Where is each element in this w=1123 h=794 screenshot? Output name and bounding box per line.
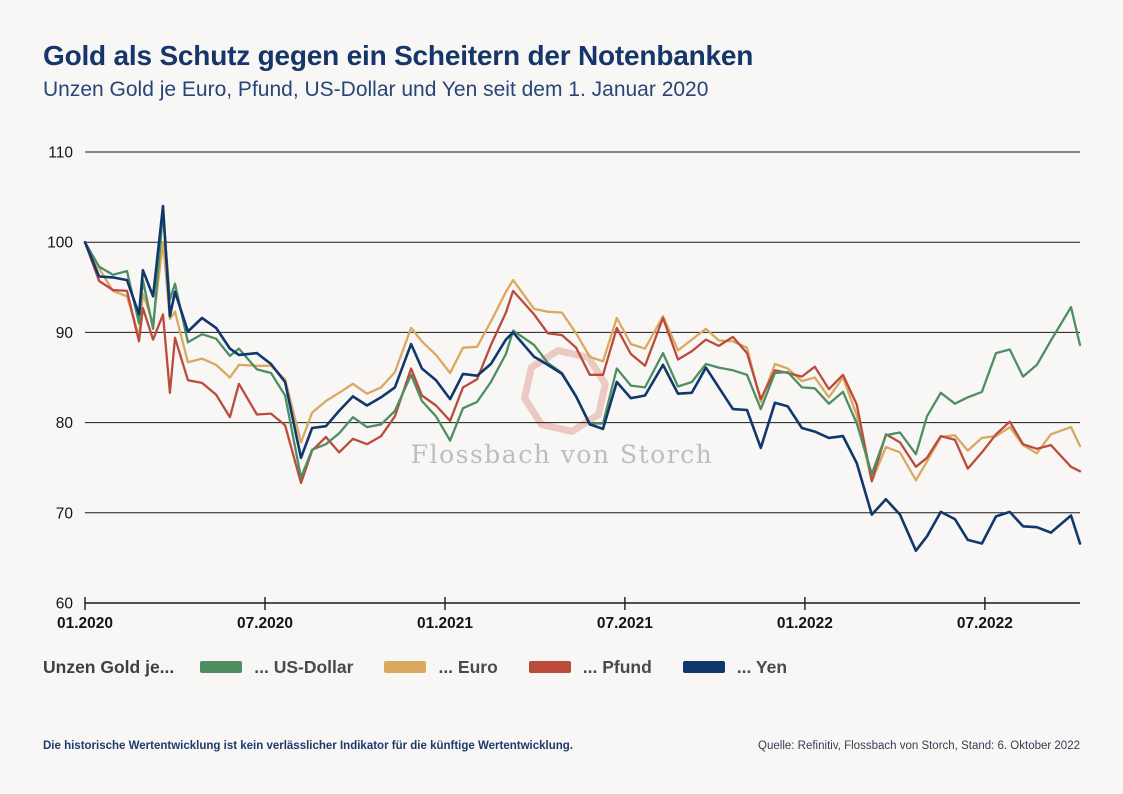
- page-subtitle: Unzen Gold je Euro, Pfund, US-Dollar und…: [43, 78, 709, 102]
- y-tick-label-90: 90: [56, 325, 74, 342]
- chart-header: Gold als Schutz gegen ein Scheitern der …: [43, 40, 1083, 102]
- chart-footer: Die historische Wertentwicklung ist kein…: [43, 740, 1080, 752]
- chart-series: [83, 204, 1082, 553]
- x-tick-label-01.2022: 01.2022: [777, 615, 833, 632]
- legend-swatch-pfund: [528, 661, 571, 673]
- legend-title: Unzen Gold je...: [43, 656, 175, 677]
- x-tick-label-07.2021: 07.2021: [597, 615, 653, 632]
- legend-swatch-euro: [384, 661, 427, 673]
- y-tick-label-70: 70: [56, 505, 74, 522]
- y-tick-label-110: 110: [48, 145, 73, 162]
- series-line-euro: [83, 241, 1082, 483]
- page-title: Gold als Schutz gegen ein Scheitern der …: [43, 40, 754, 71]
- series-line-pfund: [83, 241, 1082, 485]
- legend-item-euro: ... Euro: [384, 656, 498, 678]
- series-line-yen: [83, 204, 1082, 553]
- legend-swatch-yen: [682, 661, 725, 673]
- legend-label-pfund: ... Pfund: [582, 656, 652, 677]
- legend-item-pfund: ... Pfund: [528, 656, 652, 678]
- legend-item-yen: ... Yen: [682, 656, 788, 678]
- fvs-octagon-logo-icon: [521, 347, 609, 435]
- chart-grid: 110 100 90 80 70 60 01.2020 07.2020 01.2021 07.20…: [47, 145, 1080, 632]
- x-tick-label-07.2022: 07.2022: [957, 615, 1013, 632]
- legend-swatch-us-dollar: [200, 661, 243, 673]
- y-tick-label-60: 60: [56, 596, 74, 613]
- legend-label-yen: ... Yen: [736, 656, 788, 677]
- source-text: Quelle: Refinitiv, Flossbach von Storch,…: [758, 740, 1080, 752]
- x-tick-label-01.2021: 01.2021: [417, 615, 473, 632]
- y-tick-label-80: 80: [56, 415, 74, 432]
- y-tick-label-100: 100: [47, 235, 73, 252]
- watermark-text: Flossbach von Storch: [411, 440, 714, 469]
- chart-legend: Unzen Gold je... ... US-Dollar ... Euro …: [43, 652, 1083, 682]
- watermark: Flossbach von Storch: [411, 347, 714, 469]
- legend-item-us-dollar: ... US-Dollar: [200, 657, 353, 678]
- x-tick-label-01.2020: 01.2020: [57, 615, 113, 632]
- disclaimer-text: Die historische Wertentwicklung ist kein…: [43, 740, 573, 752]
- legend-label-us-dollar: ... US-Dollar: [254, 656, 354, 677]
- x-tick-label-07.2020: 07.2020: [237, 615, 293, 632]
- legend-label-euro: ... Euro: [438, 656, 498, 677]
